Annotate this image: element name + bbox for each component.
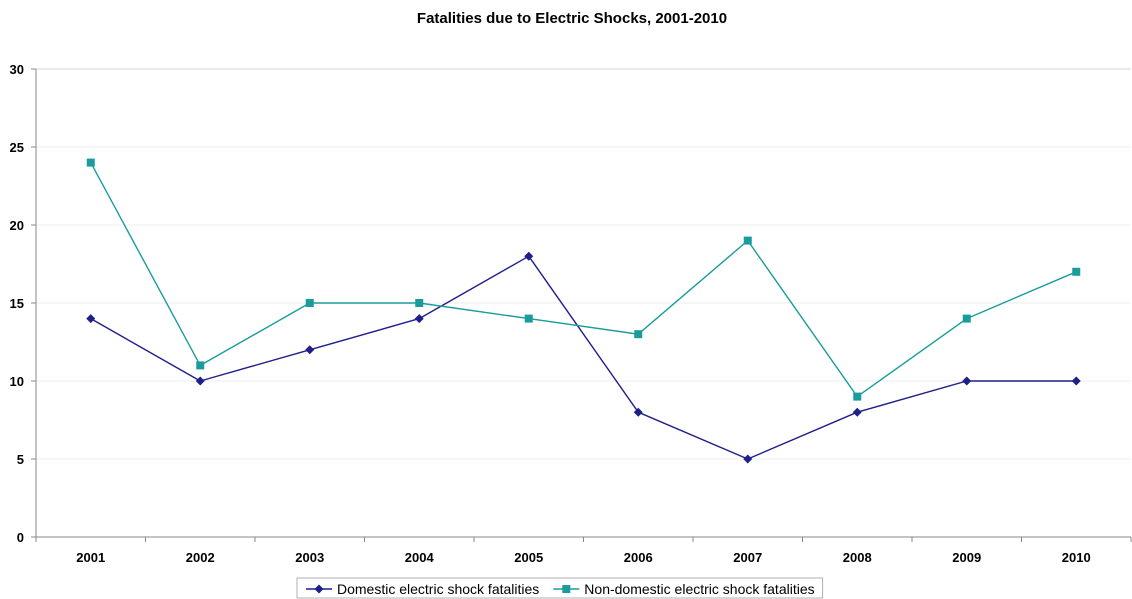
- x-tick-label: 2006: [624, 550, 653, 565]
- x-tick-label: 2007: [733, 550, 762, 565]
- axes: [31, 68, 1132, 542]
- series-line: [90, 255, 1077, 460]
- y-tick-label: 5: [17, 452, 24, 467]
- data-point: [1071, 376, 1081, 386]
- data-point: [195, 376, 205, 386]
- data-point: [962, 314, 971, 323]
- data-point: [634, 330, 643, 339]
- series-line: [90, 162, 1077, 398]
- data-point: [414, 314, 424, 324]
- legend: Domestic electric shock fatalities Non-do…: [296, 577, 824, 599]
- x-tick-label: 2005: [514, 550, 543, 565]
- y-tick-label: 20: [10, 218, 24, 233]
- y-axis-tick-labels: 0 5 10 15 20 25 30: [10, 62, 24, 545]
- data-point: [196, 361, 205, 370]
- data-point: [524, 314, 533, 323]
- data-point: [962, 376, 972, 386]
- series-domestic: [86, 251, 1081, 464]
- y-tick-label: 15: [10, 296, 24, 311]
- data-point: [86, 158, 95, 167]
- legend-item-domestic: Domestic electric shock fatalities: [306, 581, 539, 597]
- y-tick-label: 25: [10, 140, 24, 155]
- data-point: [743, 236, 752, 245]
- data-point: [305, 345, 315, 355]
- data-point: [633, 407, 643, 417]
- data-point: [305, 299, 314, 307]
- x-axis-tick-labels: 2001 2002 2003 2004 2005 2006 2007 2008 2009 2010: [76, 550, 1090, 565]
- legend-item-non-domestic: Non-domestic electric shock fatalities: [553, 581, 815, 597]
- x-tick-label: 2010: [1062, 550, 1091, 565]
- series-non-domestic: [86, 158, 1081, 401]
- legend-marker: [314, 584, 324, 594]
- y-tick-label: 30: [10, 62, 24, 77]
- legend-label: Domestic electric shock fatalities: [337, 581, 539, 597]
- data-point: [524, 251, 534, 261]
- data-point: [852, 407, 862, 417]
- data-point: [1072, 267, 1081, 276]
- x-tick-label: 2008: [843, 550, 872, 565]
- x-tick-label: 2002: [186, 550, 215, 565]
- x-tick-label: 2004: [405, 550, 435, 565]
- data-series: [86, 158, 1081, 464]
- legend-marker: [562, 585, 571, 593]
- x-tick-label: 2003: [295, 550, 324, 565]
- y-tick-label: 10: [10, 374, 24, 389]
- y-tick-label: 0: [17, 530, 24, 545]
- data-point: [415, 299, 424, 307]
- x-tick-label: 2009: [952, 550, 981, 565]
- data-point: [743, 454, 753, 464]
- x-tick-label: 2001: [76, 550, 105, 565]
- legend-label: Non-domestic electric shock fatalities: [584, 581, 814, 597]
- data-point: [853, 392, 862, 401]
- chart-title: Fatalities due to Electric Shocks, 2001-…: [417, 10, 727, 27]
- legend-box: [296, 577, 824, 599]
- gridlines: [36, 68, 1131, 460]
- data-point: [86, 314, 96, 324]
